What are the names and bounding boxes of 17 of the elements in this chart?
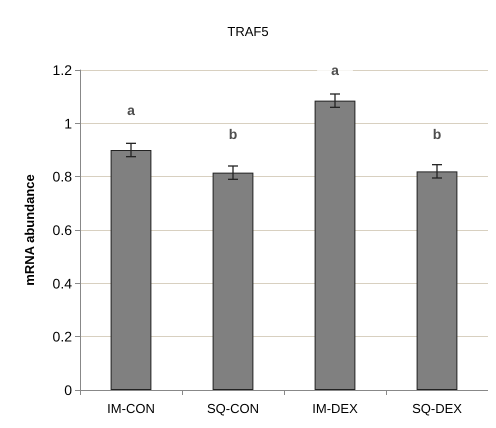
annotation: a	[331, 62, 340, 78]
annotation: b	[432, 126, 442, 142]
y-tick-label: 0.4	[52, 275, 72, 292]
y-axis-title: mRNA abundance	[22, 174, 37, 286]
x-tick-label: IM-DEX	[312, 401, 358, 416]
x-tick-label: IM-CON	[107, 401, 155, 416]
y-tick-label: 1.2	[52, 62, 72, 78]
y-tick-label: 1	[64, 115, 72, 132]
y-tick-label: 0	[64, 382, 72, 398]
y-tick-label: 0.2	[52, 328, 72, 345]
x-tick-label: SQ-CON	[207, 401, 259, 416]
y-tick-label: 0.6	[52, 222, 72, 238]
y-tick-label: 0.8	[52, 168, 72, 185]
x-tick-label: SQ-DEX	[412, 401, 462, 416]
annotation: b	[228, 126, 238, 142]
annotation: a	[127, 102, 136, 118]
chart-title: TRAF5	[227, 24, 269, 39]
